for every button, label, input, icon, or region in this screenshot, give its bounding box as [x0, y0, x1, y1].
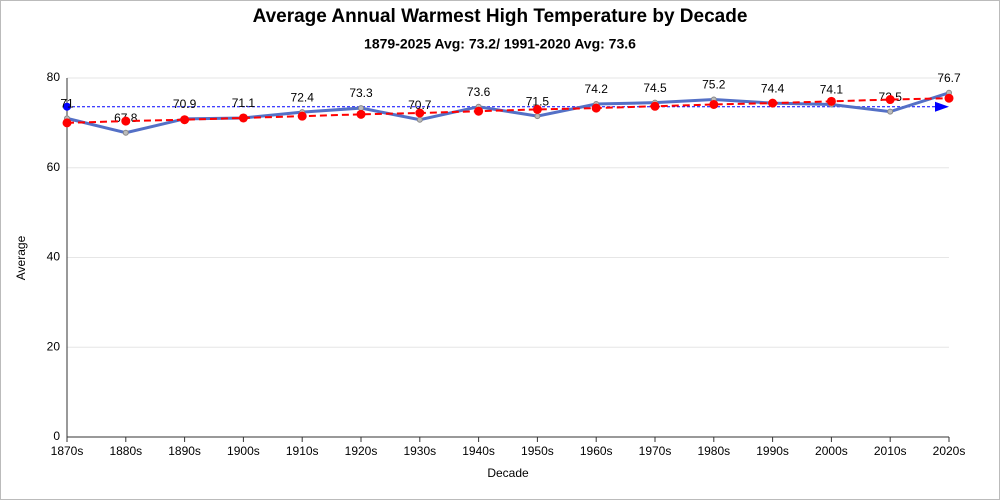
data-label: 71.5 — [526, 94, 550, 108]
data-point — [534, 113, 541, 120]
data-point — [887, 108, 894, 115]
x-tick-label: 1890s — [168, 444, 201, 458]
trend-point — [709, 99, 719, 109]
trend-point — [532, 104, 542, 114]
series-line — [66, 97, 950, 124]
trend-point — [768, 98, 778, 108]
x-tick-label: 2000s — [815, 444, 848, 458]
data-label: 74.4 — [761, 81, 785, 95]
y-tick-label: 20 — [47, 339, 61, 353]
trend-point — [415, 108, 425, 118]
data-point — [122, 129, 129, 136]
x-tick-label: 1930s — [403, 444, 436, 458]
chart-title: Average Annual Warmest High Temperature … — [253, 6, 748, 27]
trend-point — [650, 101, 660, 111]
data-label: 74.5 — [643, 81, 667, 95]
x-tick-label: 1980s — [697, 444, 730, 458]
x-tick-label: 1970s — [639, 444, 672, 458]
trend-point — [356, 109, 366, 119]
data-label: 73.3 — [349, 86, 373, 100]
y-tick-label: 0 — [53, 429, 60, 443]
data-point — [416, 116, 423, 123]
x-tick-label: 2010s — [874, 444, 907, 458]
x-tick-label: 1870s — [51, 444, 84, 458]
data-label: 75.2 — [702, 78, 726, 92]
trend-point — [944, 93, 954, 103]
trend-point — [826, 96, 836, 106]
x-tick-label: 1900s — [227, 444, 260, 458]
x-tick-label: 1880s — [109, 444, 142, 458]
trend-point — [591, 103, 601, 113]
trend-point — [474, 106, 484, 116]
x-tick-label: 1920s — [345, 444, 378, 458]
trend-point — [62, 118, 72, 128]
data-label: 72.4 — [291, 90, 315, 104]
chart-subtitle: 1879-2025 Avg: 73.2/ 1991-2020 Avg: 73.6 — [364, 36, 636, 52]
x-tick-label: 1990s — [756, 444, 789, 458]
data-label: 70.7 — [408, 98, 432, 112]
data-label: 74.2 — [585, 82, 609, 96]
x-tick-label: 2020s — [933, 444, 966, 458]
data-label: 73.6 — [467, 85, 491, 99]
y-axis-label: Average — [14, 235, 28, 280]
data-point — [358, 105, 364, 112]
x-axis-label: Decade — [487, 466, 529, 480]
y-tick-label: 60 — [47, 160, 61, 174]
reference-start — [63, 102, 71, 111]
reference-arrow — [935, 101, 949, 112]
data-label: 71.1 — [232, 96, 256, 110]
y-tick-label: 80 — [47, 70, 61, 84]
x-tick-label: 1960s — [580, 444, 613, 458]
x-tick-label: 1910s — [286, 444, 319, 458]
trend-point — [297, 111, 307, 121]
data-label: 71 — [60, 97, 74, 111]
data-label: 76.7 — [937, 71, 961, 85]
y-tick-label: 40 — [47, 250, 61, 264]
trend-point — [238, 113, 248, 123]
data-label: 74.1 — [820, 83, 844, 97]
trend-point — [180, 115, 190, 125]
trend-point — [121, 116, 131, 126]
trend-point — [885, 95, 895, 105]
x-tick-label: 1940s — [462, 444, 495, 458]
data-label: 70.9 — [173, 97, 197, 111]
x-tick-label: 1950s — [521, 444, 554, 458]
